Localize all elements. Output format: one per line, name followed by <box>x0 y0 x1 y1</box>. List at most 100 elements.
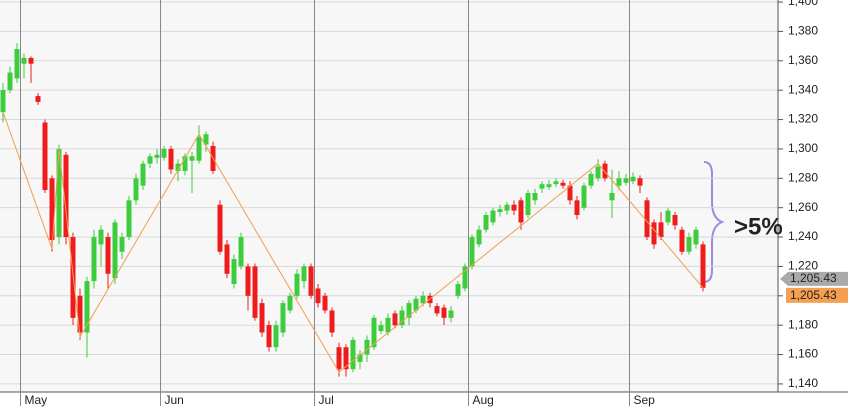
x-tick-label: Aug <box>473 393 494 407</box>
candle-body <box>21 57 27 64</box>
candle-body <box>77 295 83 333</box>
y-tick-label: 1,300 <box>788 141 818 155</box>
candle-body <box>63 154 69 238</box>
candle-body <box>567 185 573 201</box>
last-value-box <box>786 287 848 303</box>
candle-body <box>294 273 300 296</box>
candle-body <box>616 178 622 186</box>
candle-body <box>686 237 692 252</box>
candle-body <box>623 178 629 183</box>
candle-body <box>182 156 188 171</box>
candle-body <box>364 339 370 355</box>
candle-body <box>665 210 671 223</box>
candle-body <box>175 163 181 171</box>
last-value-pointer <box>780 271 848 286</box>
candle-body <box>322 295 328 311</box>
candle-body <box>511 204 517 211</box>
candle-body <box>658 222 664 238</box>
candle-body <box>133 178 139 201</box>
candle-body <box>14 49 20 79</box>
last-value-label: 1,205.43 <box>790 288 837 302</box>
candle-body <box>315 288 321 304</box>
candle-body <box>28 57 34 64</box>
candle-body <box>525 192 531 216</box>
candle-body <box>105 237 111 274</box>
candle-body <box>637 178 643 186</box>
y-tick-label: 1,400 <box>788 0 818 8</box>
candle-body <box>546 184 552 188</box>
brace <box>703 161 725 283</box>
y-tick-label: 1,280 <box>788 170 818 184</box>
candle-body <box>371 317 377 348</box>
candle-body <box>553 181 559 185</box>
candle-body <box>126 200 132 238</box>
y-tick-label: 1,160 <box>788 347 818 361</box>
candle-body <box>329 310 335 333</box>
candle-body <box>532 192 538 201</box>
candle-body <box>357 354 363 362</box>
candle-body <box>189 156 195 161</box>
candle-body <box>238 237 244 267</box>
y-tick-label: 1,180 <box>788 317 818 331</box>
candle-body <box>504 204 510 211</box>
candle-body <box>112 222 118 279</box>
candle-body <box>413 298 419 311</box>
candle-body <box>609 192 615 201</box>
y-tick-label: 1,360 <box>788 53 818 67</box>
candle-body <box>679 229 685 252</box>
candle-body <box>91 237 97 282</box>
candle-body <box>245 266 251 296</box>
candle-body <box>700 244 706 288</box>
candle-body <box>301 266 307 282</box>
candle-body <box>231 259 237 285</box>
x-tick-label: May <box>25 393 48 407</box>
y-tick-label: 1,320 <box>788 112 818 126</box>
candle-body <box>441 307 447 318</box>
candle-body <box>217 204 223 252</box>
candle-body <box>693 229 699 245</box>
candle-body <box>392 313 398 326</box>
candle-body <box>7 72 13 91</box>
candle-body <box>287 295 293 311</box>
y-tick-label: 1,220 <box>788 259 818 273</box>
candle-body <box>378 325 384 332</box>
last-value-label: 1,205.43 <box>790 271 837 285</box>
candle-body <box>280 303 286 333</box>
candle-body <box>630 176 636 182</box>
y-tick-label: 1,240 <box>788 229 818 243</box>
y-tick-label: 1,380 <box>788 24 818 38</box>
candle-body <box>462 266 468 289</box>
candle-body <box>581 185 587 208</box>
candle-body <box>602 163 608 179</box>
candle-body <box>539 184 545 189</box>
candle-body <box>434 306 440 314</box>
candle-body <box>196 137 202 161</box>
candle-body <box>154 154 160 158</box>
candle-body <box>469 237 475 267</box>
candle-body <box>420 295 426 304</box>
candle-body <box>483 215 489 230</box>
candle-body <box>119 237 125 252</box>
candle-body <box>455 284 461 296</box>
candle-body <box>308 266 314 296</box>
y-tick-label: 1,260 <box>788 200 818 214</box>
candle-body <box>203 134 209 145</box>
zigzag-line <box>2 112 704 373</box>
candle-body <box>672 215 678 226</box>
candle-body <box>140 163 146 186</box>
candle-body <box>490 210 496 223</box>
candle-body <box>350 339 356 370</box>
candle-body <box>0 90 6 113</box>
candle-body <box>651 222 657 245</box>
candle-body <box>448 310 454 318</box>
candle-body <box>98 229 104 245</box>
candle-body <box>343 347 349 370</box>
x-tick-label: Jul <box>319 393 334 407</box>
candle-body <box>42 122 48 191</box>
candle-body <box>336 347 342 370</box>
candle-body <box>560 182 566 186</box>
candle-body <box>224 244 230 274</box>
candle-body <box>168 148 174 170</box>
plot-background <box>0 0 778 392</box>
candle-body <box>497 209 503 213</box>
